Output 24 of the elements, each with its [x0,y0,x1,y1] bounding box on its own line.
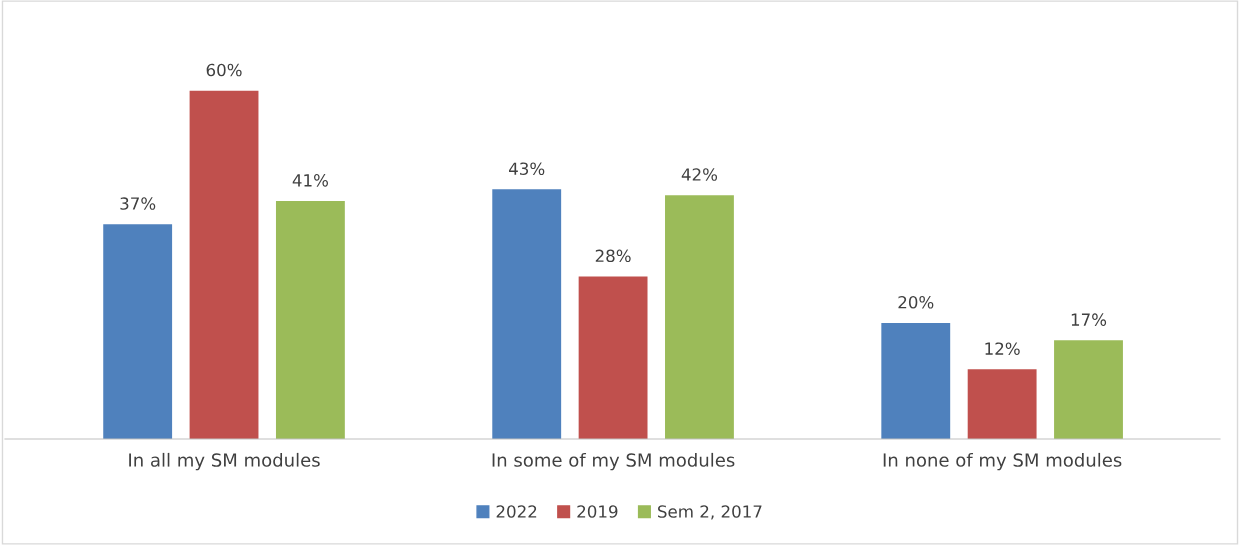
bar [881,322,951,439]
data-label: 28% [595,249,631,263]
bar [492,189,562,439]
bar [578,276,648,439]
legend-label: Sem 2, 2017 [658,505,762,520]
data-label: 37% [120,197,156,210]
data-label: 20% [898,295,934,309]
bar [275,200,345,439]
legend-label: 2019 [577,505,618,518]
data-label: 43% [509,162,545,176]
data-label: 17% [1071,313,1107,326]
x-tick-label: In all my SM modules [129,452,320,471]
data-label: 42% [681,168,718,181]
bar [1054,340,1123,439]
data-label: 41% [292,174,329,187]
bar [189,90,259,439]
x-tick-label: In none of my SM modules [883,452,1122,471]
data-label: 12% [985,342,1020,355]
bar [665,195,734,439]
bar [967,369,1037,439]
data-label: 60% [206,63,242,77]
bar [103,224,173,439]
legend-label: 2022 [496,505,537,518]
x-tick-label: In some of my SM modules [492,452,735,471]
